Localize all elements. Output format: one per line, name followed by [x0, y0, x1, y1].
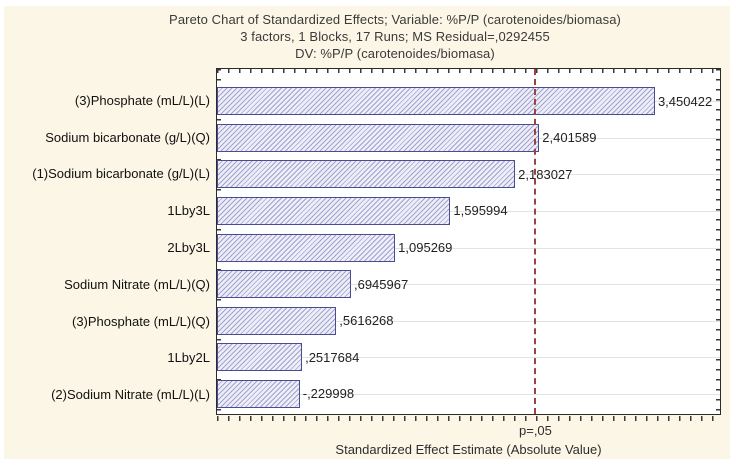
- bar: [217, 343, 303, 372]
- y-axis-label: (1)Sodium bicarbonate (g/L)(L): [32, 166, 210, 182]
- bar-value-label: 1,095269: [398, 240, 453, 256]
- p-value-label: p=,05: [519, 423, 552, 438]
- bar: [217, 196, 451, 225]
- bar: [217, 379, 300, 408]
- significance-line: [534, 69, 537, 414]
- gridline: [217, 357, 720, 359]
- bar: [217, 306, 337, 335]
- bar-value-label: ,2517684: [305, 349, 360, 365]
- chart-title-line-1: Pareto Chart of Standardized Effects; Va…: [169, 12, 621, 27]
- bar-row: -,229998: [217, 376, 720, 413]
- pareto-chart-panel: Pareto Chart of Standardized Effects; Va…: [4, 6, 730, 459]
- bars-container: 3,450422 2,401589 2,183027 1,595994 1,095269…: [217, 69, 720, 414]
- y-axis-label: (3)Phosphate (mL/L)(Q): [72, 313, 210, 329]
- bar-value-label: 1,595994: [453, 203, 508, 219]
- bar-row: ,2517684: [217, 339, 720, 376]
- top-axis-ticks: [217, 69, 720, 73]
- y-axis-label: 1Lby2L: [167, 350, 210, 366]
- bottom-axis-ticks: [217, 416, 720, 421]
- gridline: [217, 320, 720, 322]
- bar-row: 1,595994: [217, 193, 720, 230]
- bar-row: ,5616268: [217, 302, 720, 339]
- bar-value-label: 3,450422: [657, 93, 713, 109]
- y-axis-label: Sodium Nitrate (mL/L)(Q): [64, 276, 210, 292]
- bar: [217, 270, 351, 299]
- x-axis-title: Standardized Effect Estimate (Absolute V…: [335, 442, 602, 457]
- y-axis-labels: (3)Phosphate (mL/L)(L) Sodium bicarbonate…: [4, 68, 216, 415]
- bar-value-label: ,6945967: [353, 276, 409, 292]
- bar-row: 2,183027: [217, 156, 720, 193]
- y-axis-label: Sodium bicarbonate (g/L)(Q): [45, 129, 210, 145]
- chart-title-line-2: 3 factors, 1 Blocks, 17 Runs; MS Residua…: [240, 29, 550, 44]
- gridline: [217, 393, 720, 395]
- bar-value-label: 2,183027: [518, 166, 573, 182]
- bar-row: 2,401589: [217, 120, 720, 157]
- bar-row: ,6945967: [217, 266, 720, 303]
- bar: [217, 123, 540, 152]
- gridline: [217, 210, 720, 212]
- y-axis-label: (2)Sodium Nitrate (mL/L)(L): [51, 387, 210, 403]
- y-axis-label: 1Lby3L: [167, 203, 210, 219]
- bar: [217, 160, 516, 189]
- chart-title-block: Pareto Chart of Standardized Effects; Va…: [4, 6, 730, 62]
- bar-value-label: -,229998: [302, 386, 355, 402]
- bar-value-label: ,5616268: [339, 313, 394, 329]
- plot-area: 3,450422 2,401589 2,183027 1,595994 1,095269…: [216, 68, 721, 421]
- gridline: [217, 247, 720, 249]
- bar-row: 3,450422: [217, 83, 720, 120]
- bar-row: 1,095269: [217, 229, 720, 266]
- bar-value-label: 2,401589: [542, 130, 597, 146]
- bar: [217, 87, 655, 116]
- y-axis-label: (3)Phosphate (mL/L)(L): [74, 92, 210, 108]
- chart-area: (3)Phosphate (mL/L)(L) Sodium bicarbonate…: [4, 68, 730, 421]
- bar: [217, 233, 396, 262]
- right-axis-ticks: [716, 69, 720, 414]
- gridline: [217, 284, 720, 286]
- chart-title-line-3: DV: %P/P (carotenoides/biomasa): [295, 46, 495, 61]
- x-axis-caption-area: p=,05 Standardized Effect Estimate (Abso…: [216, 423, 721, 459]
- y-axis-label: 2Lby3L: [167, 240, 210, 256]
